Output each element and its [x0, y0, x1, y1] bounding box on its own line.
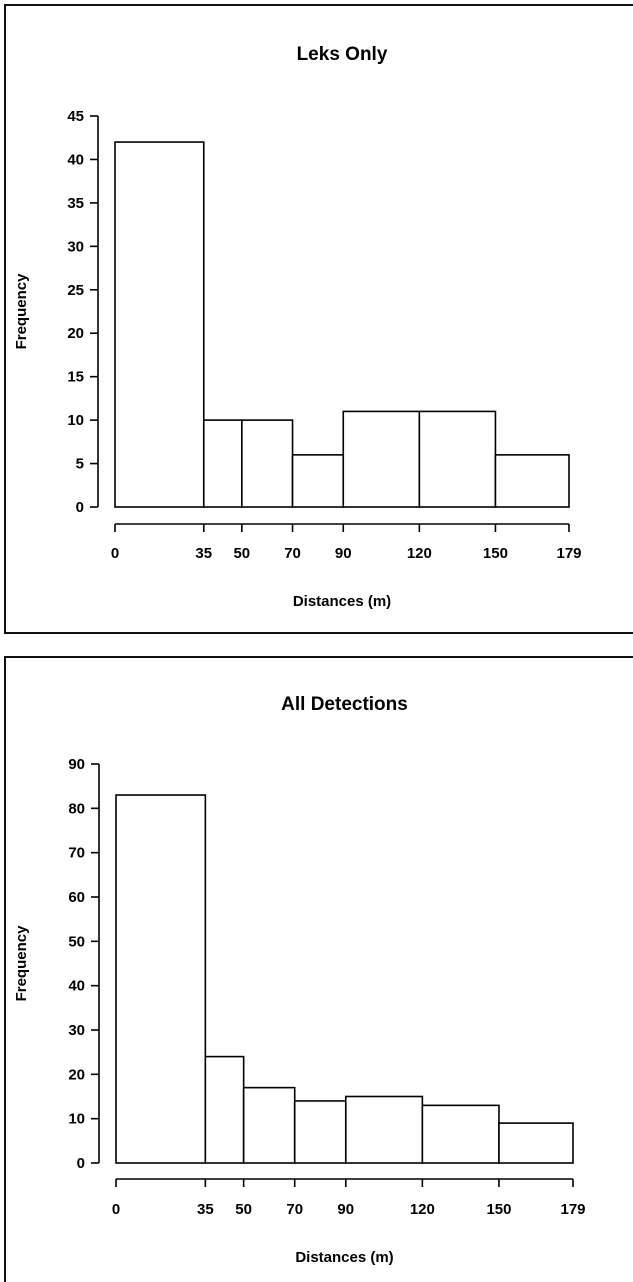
histogram-all-detections: All Detections 0 10 20 30 40 50 60 70 80 90 0 35 50 70… [13, 694, 586, 1266]
histogram-bar [342, 410, 421, 508]
histogram-bar [242, 1086, 296, 1164]
chart-panel-all-detections: All Detections 0 10 20 30 40 50 60 70 80 90 0 35 50 70… [4, 656, 633, 1282]
y-tick-label: 40 [68, 978, 85, 995]
y-tick-label: 10 [67, 412, 84, 429]
histogram-bar [114, 141, 205, 508]
histogram-bar [494, 454, 570, 508]
x-tick-label: 50 [235, 1201, 252, 1218]
y-tick-label: 80 [68, 800, 85, 817]
y-tick-label: 50 [68, 933, 85, 950]
y-tick-label: 25 [67, 282, 84, 299]
y-tick-label: 0 [77, 1155, 85, 1172]
y-axis-label: Frequency [13, 273, 30, 350]
y-tick-label: 5 [76, 456, 84, 473]
chart-panel-leks-only: Leks Only 0 5 10 15 20 25 30 35 40 45 0 35 50 70 90 120 1… [4, 4, 633, 634]
y-tick-label: 45 [67, 108, 84, 125]
chart-title: Leks Only [297, 44, 388, 65]
y-tick-label: 15 [67, 369, 84, 386]
x-tick-label: 120 [407, 545, 432, 562]
x-tick-label: 0 [112, 1201, 120, 1218]
histogram-bar [204, 1055, 245, 1164]
histogram-bar [291, 454, 345, 508]
x-tick-label: 90 [335, 545, 352, 562]
y-tick-label: 35 [67, 195, 84, 212]
y-tick-label: 60 [68, 889, 85, 906]
histogram-bar [241, 419, 294, 508]
x-axis-label: Distances (m) [295, 1249, 393, 1266]
x-tick-label: 150 [486, 1201, 511, 1218]
x-tick-label: 70 [284, 545, 301, 562]
y-tick-label: 70 [68, 845, 85, 862]
y-tick-label: 30 [67, 238, 84, 255]
x-tick-label: 90 [337, 1201, 354, 1218]
histogram-leks-only: Leks Only 0 5 10 15 20 25 30 35 40 45 0 35 50 70 90 120 1… [13, 44, 582, 610]
x-tick-label: 35 [197, 1201, 214, 1218]
x-tick-label: 150 [483, 545, 508, 562]
y-tick-label: 90 [68, 756, 85, 773]
x-tick-label: 50 [233, 545, 250, 562]
y-tick-label: 10 [68, 1111, 85, 1128]
x-tick-label: 70 [286, 1201, 303, 1218]
histogram-bar [115, 794, 207, 1164]
y-axis-label: Frequency [13, 925, 30, 1002]
histogram-bar [498, 1122, 574, 1164]
x-tick-label: 179 [560, 1201, 585, 1218]
x-tick-label: 0 [111, 545, 119, 562]
y-tick-label: 20 [67, 325, 84, 342]
histogram-bar [418, 410, 497, 508]
x-tick-label: 120 [410, 1201, 435, 1218]
y-tick-label: 40 [67, 151, 84, 168]
histogram-bar [421, 1104, 500, 1164]
y-tick-label: 20 [68, 1066, 85, 1083]
x-tick-label: 179 [556, 545, 581, 562]
y-tick-label: 30 [68, 1022, 85, 1039]
x-tick-label: 35 [195, 545, 212, 562]
chart-title: All Detections [281, 694, 408, 715]
x-axis-label: Distances (m) [293, 593, 391, 610]
histogram-bar [202, 419, 243, 508]
histogram-bar [344, 1095, 424, 1164]
y-tick-label: 0 [76, 499, 84, 516]
histogram-bar [293, 1100, 347, 1164]
